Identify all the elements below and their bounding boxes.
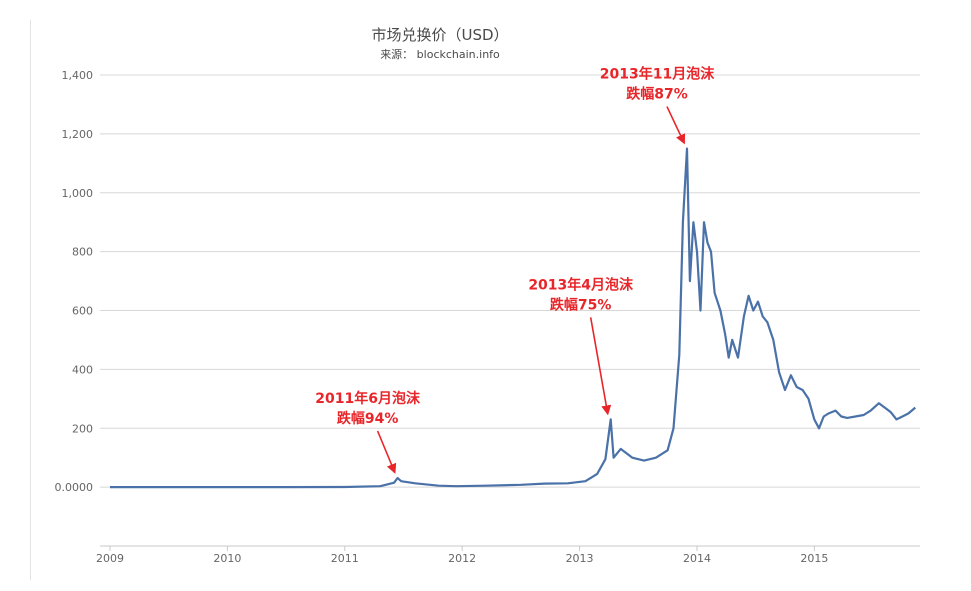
- series-line: [110, 147, 917, 489]
- chart-frame: [30, 20, 941, 580]
- y-tick-label: 1,200: [62, 128, 94, 141]
- annotation-title: 2013年4月泡沫: [528, 276, 634, 293]
- y-tick-label: 1,000: [62, 187, 94, 200]
- annotation-title: 2013年11月泡沫: [600, 66, 715, 83]
- annotation-drop: 跌幅87%: [626, 86, 688, 103]
- y-tick-label: 0.0000: [55, 481, 94, 494]
- x-tick-label: 2013: [566, 552, 594, 565]
- x-axis-ticks: 2009 2010 2011 2012 2013 2014 2015: [96, 546, 828, 565]
- y-tick-label: 200: [72, 422, 93, 435]
- x-tick-label: 2015: [800, 552, 828, 565]
- grid-lines: [100, 74, 920, 547]
- annotation-arrow: [589, 317, 612, 416]
- y-tick-label: 800: [72, 246, 93, 259]
- x-tick-label: 2011: [331, 552, 359, 565]
- annotation-arrow: [666, 106, 686, 145]
- y-axis-ticks: 0.0000 200 400 600 800 1,000 1,200 1,400: [55, 69, 94, 494]
- chart-title: 市场兑换价（USD）: [371, 26, 508, 44]
- series-layer: [110, 147, 917, 489]
- x-tick-label: 2010: [213, 552, 241, 565]
- x-tick-label: 2012: [448, 552, 476, 565]
- chart-subtitle: 来源： blockchain.info: [380, 47, 500, 61]
- y-tick-label: 600: [72, 305, 93, 318]
- y-tick-label: 1,400: [62, 69, 94, 82]
- x-tick-label: 2014: [683, 552, 711, 565]
- annotation-title: 2011年6月泡沫: [315, 390, 421, 407]
- annotation-arrow: [376, 430, 397, 474]
- annotation-drop: 跌幅94%: [337, 410, 399, 427]
- annotation-drop: 跌幅75%: [550, 296, 612, 313]
- x-tick-label: 2009: [96, 552, 124, 565]
- y-tick-label: 400: [72, 363, 93, 376]
